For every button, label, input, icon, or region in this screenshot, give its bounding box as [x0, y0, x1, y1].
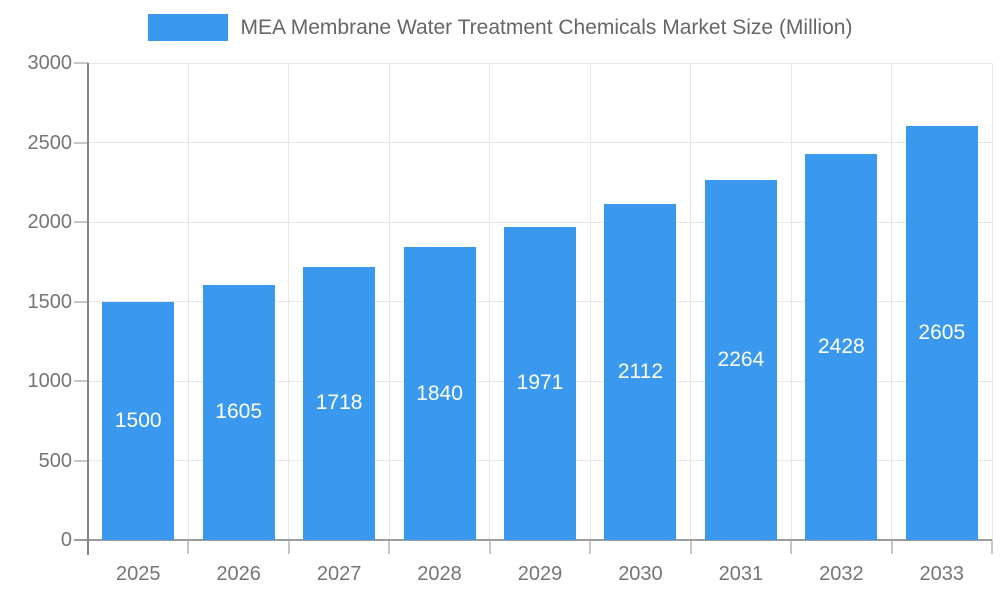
bar[interactable]: 2605 — [905, 125, 978, 540]
x-axis-tick — [689, 540, 692, 554]
y-axis-tick-label: 1000 — [27, 370, 73, 392]
x-axis-category-label: 2032 — [819, 563, 864, 585]
gridline-vertical — [891, 63, 893, 540]
gridline-vertical — [589, 63, 591, 540]
x-axis-category-label: 2030 — [618, 563, 663, 585]
x-axis-tick — [890, 540, 893, 554]
gridline-vertical — [288, 63, 290, 540]
x-axis-tick — [589, 540, 592, 554]
x-axis-tick — [790, 540, 793, 554]
bar[interactable]: 1500 — [102, 301, 175, 540]
y-axis-tick-label: 500 — [38, 449, 72, 472]
bar[interactable]: 1605 — [202, 284, 275, 540]
gridline-vertical — [187, 63, 189, 540]
x-axis-category-label: 2028 — [417, 563, 462, 585]
gridline-vertical — [489, 63, 491, 540]
bar[interactable]: 2264 — [704, 180, 777, 540]
gridline-vertical — [690, 63, 692, 540]
gridline-vertical — [388, 63, 390, 540]
x-axis-category-label: 2029 — [517, 563, 563, 585]
x-axis-line — [74, 539, 992, 541]
bar-value-label: 2112 — [617, 360, 664, 384]
bar-value-label: 1840 — [416, 381, 463, 405]
y-axis-tick — [74, 141, 88, 144]
y-axis-tick — [74, 300, 88, 303]
gridline-vertical — [991, 63, 993, 540]
y-axis-tick — [74, 62, 88, 64]
bar-value-label: 1500 — [114, 408, 162, 432]
x-axis-tick — [991, 540, 993, 554]
bar[interactable]: 1718 — [303, 266, 376, 540]
y-axis-tick-label: 2000 — [27, 211, 73, 233]
y-axis-tick — [74, 459, 88, 462]
y-axis-tick-label: 2500 — [27, 131, 73, 154]
bar[interactable]: 2112 — [604, 204, 677, 540]
bar-value-label: 1971 — [516, 371, 564, 395]
chart-legend[interactable]: MEA Membrane Water Treatment Chemicals M… — [0, 14, 1000, 41]
y-axis-line — [87, 63, 89, 555]
bar[interactable]: 1971 — [504, 226, 576, 540]
bar-value-label: 2264 — [717, 348, 765, 371]
x-axis-category-label: 2025 — [115, 563, 161, 585]
gridline-horizontal — [88, 62, 992, 64]
legend-label: MEA Membrane Water Treatment Chemicals M… — [240, 15, 853, 39]
bar[interactable]: 2428 — [805, 153, 878, 540]
bar-value-label: 1605 — [215, 400, 263, 424]
gridline-horizontal — [88, 142, 992, 143]
y-axis-tick — [74, 221, 88, 223]
gridline-vertical — [790, 63, 792, 540]
x-axis-category-label: 2026 — [216, 563, 261, 585]
x-axis-category-label: 2031 — [718, 563, 764, 585]
legend-swatch-icon — [147, 14, 228, 41]
y-axis-tick — [74, 380, 88, 382]
x-axis-category-label: 2027 — [316, 563, 362, 585]
bar-value-label: 1718 — [315, 391, 363, 415]
x-axis-category-label: 2033 — [919, 563, 965, 585]
gridline-horizontal — [88, 221, 992, 223]
y-axis-tick-label: 3000 — [27, 52, 73, 74]
x-axis-tick — [187, 540, 190, 554]
x-axis-tick — [287, 540, 290, 554]
bar-value-label: 2605 — [918, 320, 966, 344]
x-axis-tick — [388, 540, 391, 554]
x-axis-tick — [488, 540, 491, 554]
bar-value-label: 2428 — [817, 334, 865, 358]
y-axis-tick-label: 1500 — [27, 290, 73, 313]
y-axis-tick-label: 0 — [60, 529, 72, 551]
bar[interactable]: 1840 — [403, 247, 476, 540]
